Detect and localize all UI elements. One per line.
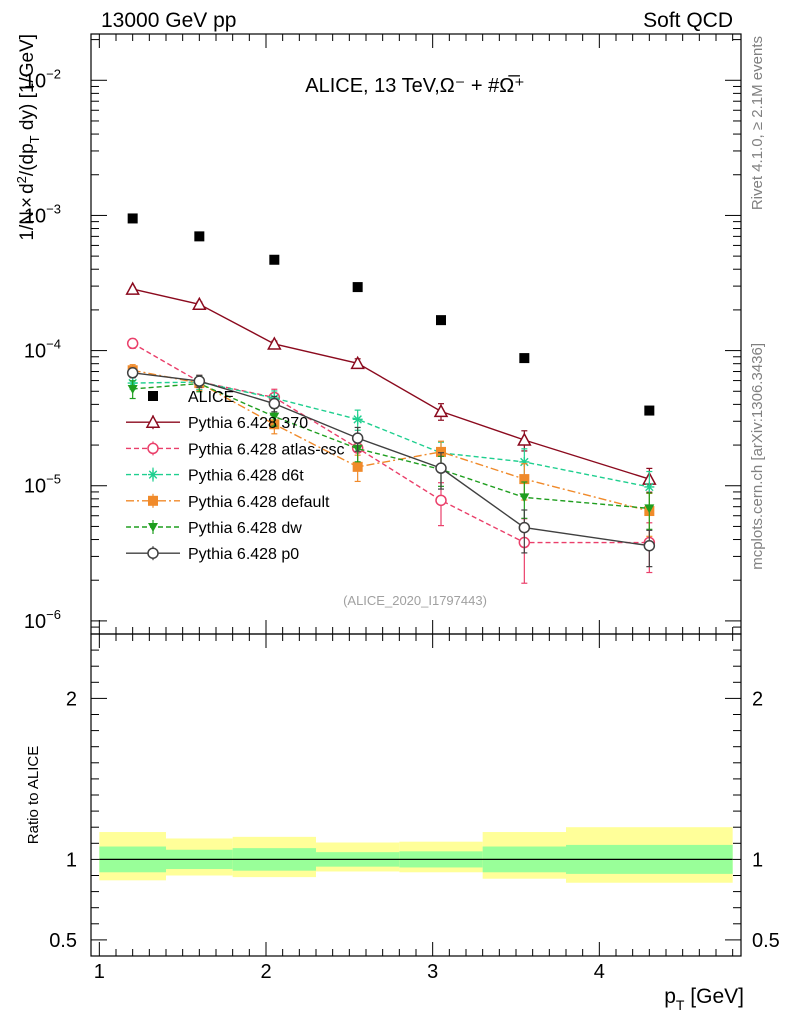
reference-point — [269, 254, 280, 265]
legend-marker — [148, 523, 158, 532]
legend-marker-reference — [148, 391, 158, 401]
legend-label: Pythia 6.428 dw — [188, 520, 302, 537]
legend-label: Pythia 6.428 atlas-csc — [188, 441, 345, 458]
x-axis-title: pT [GeV] — [664, 985, 744, 1013]
ratio-tick-label-right: 0.5 — [752, 930, 780, 952]
series-point — [519, 474, 530, 485]
ratio-y-axis-title: Ratio to ALICE — [25, 746, 42, 844]
ratio-plot-frame — [90, 633, 742, 957]
y-tick-label: 10−6 — [24, 607, 61, 633]
series-point — [126, 367, 139, 379]
header-left: 13000 GeV pp — [101, 9, 236, 32]
series-point — [518, 521, 531, 534]
series-point — [433, 403, 449, 418]
y-tick-label: 10−4 — [24, 337, 61, 363]
legend-label: Pythia 6.428 370 — [188, 415, 308, 432]
side-label-top: Rivet 4.1.0, ≥ 2.1M events — [749, 36, 766, 210]
series-group — [126, 367, 656, 568]
series-point — [193, 375, 206, 387]
series-point — [644, 481, 655, 492]
reference-point — [436, 315, 446, 326]
series-point — [192, 296, 207, 311]
y-tick-label: 10−3 — [24, 201, 61, 227]
ratio-bands — [99, 827, 733, 883]
reference-point — [644, 405, 655, 416]
series-point — [643, 539, 656, 552]
series-point — [127, 384, 138, 394]
header-right: Soft QCD — [643, 9, 733, 32]
chart-title: ALICE, 13 TeV,Ω⁻ + #Ω̅⁺ — [305, 74, 524, 97]
series-point — [351, 432, 364, 444]
series-point — [269, 412, 280, 422]
reference-point — [194, 231, 205, 242]
legend-label-reference: ALICE — [188, 389, 234, 406]
series-point — [517, 432, 532, 446]
y-tick-label: 10−2 — [24, 66, 61, 92]
analysis-tag: (ALICE_2020_I1797443) — [343, 593, 487, 608]
axis-ticks: 1 2 3 4 10−6 10−5 10−4 10−3 10−2 0.5 0.5 1 1 2 2 — [24, 34, 780, 983]
series-point — [125, 281, 140, 295]
series-point — [435, 462, 447, 474]
x-tick-label: 4 — [594, 961, 605, 983]
series-point — [435, 494, 447, 507]
series-lines — [125, 281, 657, 584]
y-axis-title: 1/N×d2/(dpT dy) [1/GeV] — [14, 34, 42, 241]
series-point — [519, 493, 530, 503]
legend-label: Pythia 6.428 d6t — [188, 468, 304, 485]
ratio-tick-label-right: 2 — [752, 688, 763, 710]
series-point — [268, 397, 281, 410]
reference-point — [127, 213, 138, 224]
reference-points — [127, 213, 655, 416]
series-point — [352, 461, 363, 472]
series-group — [125, 281, 657, 493]
series-point — [267, 336, 282, 350]
legend-label: Pythia 6.428 p0 — [188, 546, 299, 563]
legend-marker — [147, 442, 159, 455]
x-tick-label: 3 — [427, 961, 438, 983]
series-point — [519, 456, 530, 467]
series-point — [644, 504, 655, 514]
main-plot-frame — [90, 33, 742, 635]
legend-marker — [147, 547, 159, 559]
ratio-tick-label-left: 2 — [66, 688, 77, 710]
ratio-tick-label-left: 0.5 — [49, 930, 77, 952]
reference-point — [519, 353, 530, 364]
x-tick-label: 2 — [260, 961, 271, 983]
reference-point — [352, 282, 363, 293]
legend-label: Pythia 6.428 default — [188, 494, 330, 511]
ratio-tick-label-left: 1 — [66, 849, 77, 871]
series-point — [350, 355, 365, 370]
ratio-tick-label-right: 1 — [752, 849, 763, 871]
legend: ALICE Pythia 6.428 370 Pythia 6.428 atlas-… — [126, 389, 345, 563]
y-tick-label: 10−5 — [24, 472, 61, 498]
series-point — [126, 337, 139, 350]
series-point — [352, 414, 363, 425]
series-point — [436, 446, 446, 457]
legend-marker — [148, 495, 158, 506]
side-label-bottom: mcplots.cern.ch [arXiv:1306.3436] — [749, 343, 766, 570]
legend-marker — [145, 414, 161, 428]
legend-marker — [148, 469, 158, 480]
x-tick-label: 1 — [94, 961, 105, 983]
